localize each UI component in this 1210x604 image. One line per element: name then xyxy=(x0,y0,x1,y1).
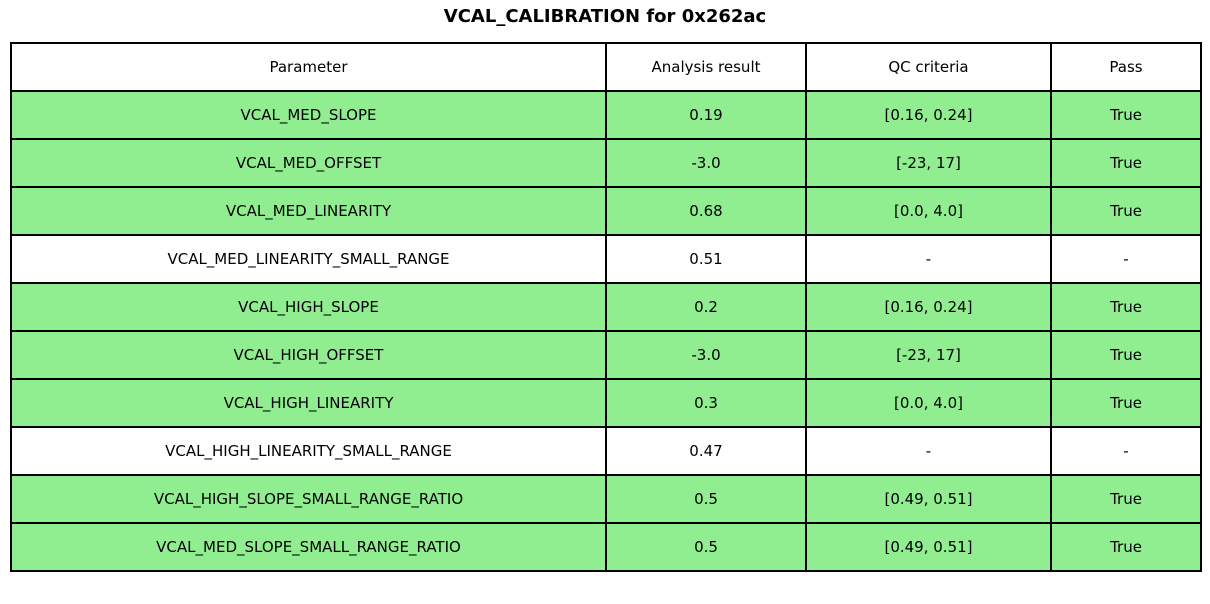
table-row: VCAL_HIGH_LINEARITY 0.3 [0.0, 4.0] True xyxy=(10,378,1202,428)
cell-analysis-result: 0.5 xyxy=(605,474,807,524)
cell-analysis-result: -3.0 xyxy=(605,330,807,380)
column-header-analysis-result: Analysis result xyxy=(605,42,807,92)
table-row: VCAL_HIGH_SLOPE_SMALL_RANGE_RATIO 0.5 [0… xyxy=(10,474,1202,524)
table-row: VCAL_MED_SLOPE_SMALL_RANGE_RATIO 0.5 [0.… xyxy=(10,522,1202,572)
cell-parameter: VCAL_MED_LINEARITY xyxy=(10,186,607,236)
cell-parameter: VCAL_HIGH_SLOPE_SMALL_RANGE_RATIO xyxy=(10,474,607,524)
cell-pass: True xyxy=(1050,522,1202,572)
cell-analysis-result: 0.68 xyxy=(605,186,807,236)
cell-qc-criteria: [-23, 17] xyxy=(805,330,1052,380)
figure-title: VCAL_CALIBRATION for 0x262ac xyxy=(443,6,767,27)
cell-qc-criteria: [0.16, 0.24] xyxy=(805,282,1052,332)
cell-pass: - xyxy=(1050,234,1202,284)
column-header-pass: Pass xyxy=(1050,42,1202,92)
cell-pass: True xyxy=(1050,474,1202,524)
cell-qc-criteria: [0.16, 0.24] xyxy=(805,90,1052,140)
cell-qc-criteria: - xyxy=(805,234,1052,284)
table-row: VCAL_MED_LINEARITY_SMALL_RANGE 0.51 - - xyxy=(10,234,1202,284)
cell-qc-criteria: [0.0, 4.0] xyxy=(805,186,1052,236)
cell-analysis-result: 0.2 xyxy=(605,282,807,332)
cell-qc-criteria: - xyxy=(805,426,1052,476)
cell-parameter: VCAL_MED_LINEARITY_SMALL_RANGE xyxy=(10,234,607,284)
cell-qc-criteria: [0.49, 0.51] xyxy=(805,522,1052,572)
cell-analysis-result: 0.51 xyxy=(605,234,807,284)
column-header-qc-criteria: QC criteria xyxy=(805,42,1052,92)
cell-parameter: VCAL_HIGH_SLOPE xyxy=(10,282,607,332)
table-row: VCAL_MED_LINEARITY 0.68 [0.0, 4.0] True xyxy=(10,186,1202,236)
table-row: VCAL_HIGH_LINEARITY_SMALL_RANGE 0.47 - - xyxy=(10,426,1202,476)
cell-qc-criteria: [-23, 17] xyxy=(805,138,1052,188)
cell-pass: True xyxy=(1050,282,1202,332)
cell-analysis-result: 0.5 xyxy=(605,522,807,572)
cell-analysis-result: -3.0 xyxy=(605,138,807,188)
column-header-parameter: Parameter xyxy=(10,42,607,92)
cell-qc-criteria: [0.0, 4.0] xyxy=(805,378,1052,428)
cell-pass: True xyxy=(1050,330,1202,380)
cell-parameter: VCAL_HIGH_LINEARITY_SMALL_RANGE xyxy=(10,426,607,476)
cell-parameter: VCAL_HIGH_OFFSET xyxy=(10,330,607,380)
cell-analysis-result: 0.3 xyxy=(605,378,807,428)
qc-results-table: Parameter Analysis result QC criteria Pa… xyxy=(10,42,1202,572)
cell-pass: True xyxy=(1050,378,1202,428)
table-row: VCAL_HIGH_SLOPE 0.2 [0.16, 0.24] True xyxy=(10,282,1202,332)
cell-qc-criteria: [0.49, 0.51] xyxy=(805,474,1052,524)
cell-pass: True xyxy=(1050,138,1202,188)
table-row: VCAL_MED_OFFSET -3.0 [-23, 17] True xyxy=(10,138,1202,188)
cell-parameter: VCAL_MED_SLOPE xyxy=(10,90,607,140)
cell-parameter: VCAL_MED_OFFSET xyxy=(10,138,607,188)
cell-pass: True xyxy=(1050,90,1202,140)
cell-pass: True xyxy=(1050,186,1202,236)
cell-analysis-result: 0.19 xyxy=(605,90,807,140)
cell-parameter: VCAL_MED_SLOPE_SMALL_RANGE_RATIO xyxy=(10,522,607,572)
cell-parameter: VCAL_HIGH_LINEARITY xyxy=(10,378,607,428)
table-header-row: Parameter Analysis result QC criteria Pa… xyxy=(10,42,1202,92)
cell-pass: - xyxy=(1050,426,1202,476)
cell-analysis-result: 0.47 xyxy=(605,426,807,476)
table-row: VCAL_HIGH_OFFSET -3.0 [-23, 17] True xyxy=(10,330,1202,380)
table-row: VCAL_MED_SLOPE 0.19 [0.16, 0.24] True xyxy=(10,90,1202,140)
